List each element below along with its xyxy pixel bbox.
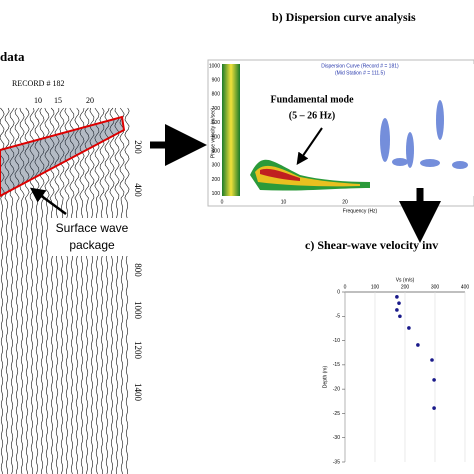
heat-band	[222, 64, 240, 196]
y-tick-label: 0	[337, 289, 340, 295]
point	[398, 314, 402, 319]
y-tick-label: -35	[333, 459, 340, 465]
surface-wave-outline	[0, 115, 126, 198]
trace	[54, 108, 60, 474]
point	[432, 406, 436, 410]
record-label: RECORD # 182	[12, 79, 64, 88]
x-tick-label: 10	[281, 199, 287, 205]
annotation: package	[69, 238, 115, 252]
side-tick: 200	[133, 140, 143, 154]
x-tick-label: 0	[221, 199, 224, 205]
side-tick: 400	[133, 183, 143, 197]
y-tick-label: 400	[212, 149, 221, 155]
side-tick: 1200	[133, 341, 143, 360]
y-tick-label: 800	[212, 92, 221, 98]
y-tick-label: 100	[212, 191, 221, 197]
point	[395, 308, 399, 312]
label-box	[48, 218, 132, 256]
panel-a-title: data	[0, 49, 25, 64]
y-tick-label: -5	[336, 314, 341, 320]
point	[407, 326, 411, 330]
y-tick-label: -15	[333, 362, 340, 368]
y-tick-label: 1000	[209, 63, 220, 69]
y-tick-label: 700	[212, 106, 221, 112]
point	[397, 301, 401, 305]
y-tick-label: 300	[212, 163, 221, 169]
point	[395, 295, 399, 299]
point	[432, 378, 436, 382]
y-tick-label: 600	[212, 120, 221, 126]
annotation: Surface wave	[56, 221, 129, 235]
point	[430, 358, 434, 362]
trace	[29, 107, 35, 474]
trace	[94, 107, 100, 474]
trace	[104, 107, 110, 474]
heat-blobs	[380, 100, 468, 169]
side-tick: 1400	[133, 383, 143, 402]
side-tick: 800	[133, 263, 143, 277]
x-axis-label: Vs (m/s)	[396, 277, 415, 283]
trace	[114, 107, 120, 474]
y-tick-label: -10	[333, 338, 340, 344]
y-axis-label: Depth (m)	[322, 366, 328, 389]
arrow	[29, 187, 67, 216]
trace	[9, 107, 15, 474]
side-tick: 1000	[133, 301, 143, 320]
trace	[4, 107, 10, 474]
trace	[24, 107, 30, 474]
trace	[84, 107, 90, 474]
trace	[74, 107, 80, 474]
plot-title: Dispersion Curve (Record # = 181)	[321, 63, 399, 69]
x-tick-label: 20	[342, 199, 348, 205]
y-tick-label: -30	[333, 435, 340, 441]
x-axis-label: Frequency (Hz)	[343, 208, 378, 214]
trace	[99, 107, 105, 474]
trace	[109, 107, 115, 474]
side-ticks: 200 400 800 1000 1200 1400	[133, 140, 143, 401]
x-tick-label: 300	[431, 284, 440, 290]
top-tick: 20	[86, 96, 94, 105]
trace	[89, 107, 95, 474]
heat-ridge	[255, 165, 360, 187]
y-tick-label: -25	[333, 411, 340, 417]
trace	[69, 107, 75, 474]
trace	[39, 107, 45, 474]
trace	[14, 107, 20, 474]
y-tick-label: 500	[212, 134, 221, 140]
x-tick-label: 200	[401, 284, 410, 290]
top-tick: 10	[34, 96, 42, 105]
panel-b-title: b) Dispersion curve analysis	[272, 10, 416, 24]
top-tick: 15	[54, 96, 62, 105]
panel-c-title: c) Shear-wave velocity inv	[305, 238, 438, 252]
trace	[44, 107, 50, 474]
arrow	[296, 127, 323, 165]
trace	[124, 107, 130, 474]
y-tick-label: 200	[212, 177, 221, 183]
annotation: (5 – 26 Hz)	[289, 110, 335, 121]
point	[416, 343, 420, 347]
seismic-traces	[0, 107, 130, 474]
trace	[19, 107, 25, 474]
y-axis-label: Phase velocity (m/sec)	[210, 108, 216, 159]
trace	[34, 107, 40, 474]
plot-title: (Mid Station # = 111.5)	[335, 70, 385, 76]
trace	[79, 107, 85, 474]
annotation: Fundamental mode	[270, 94, 354, 105]
y-tick-label: 900	[212, 78, 221, 84]
x-tick-label: 100	[371, 284, 380, 290]
heat-ridge	[260, 168, 300, 181]
x-tick-label: 0	[344, 284, 347, 290]
trace	[119, 107, 125, 474]
y-tick-label: -20	[333, 386, 340, 392]
trace	[59, 107, 65, 474]
trace	[64, 107, 70, 474]
x-tick-label: 400	[461, 284, 470, 290]
